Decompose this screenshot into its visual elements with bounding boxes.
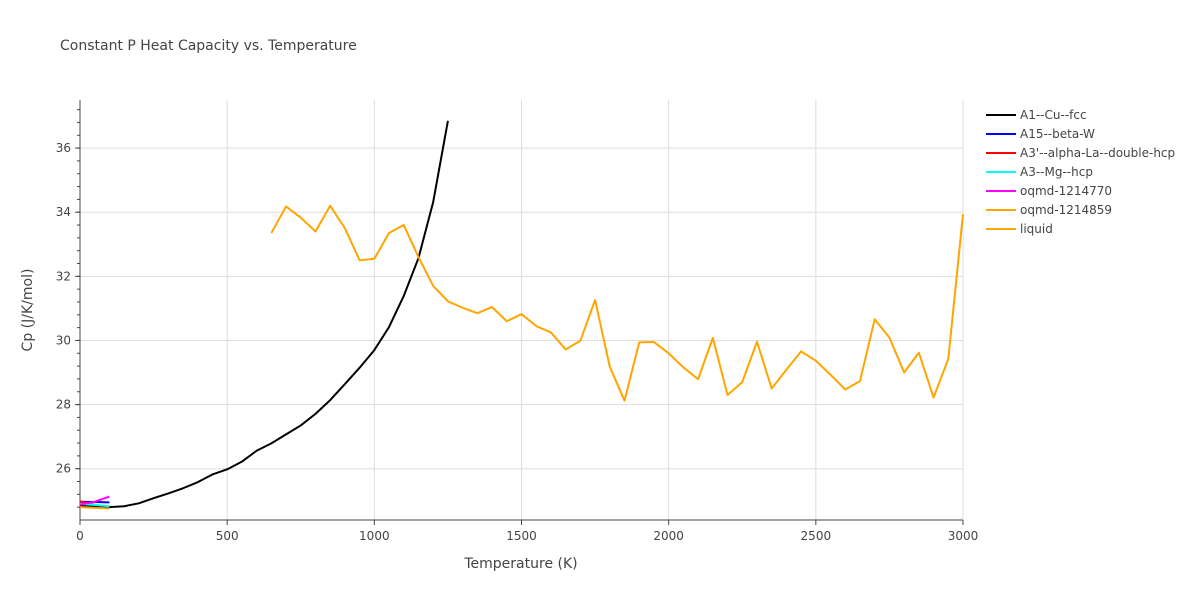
- x-tick-label: 1500: [506, 529, 537, 543]
- y-tick-label: 30: [56, 333, 71, 347]
- x-tick-label: 500: [216, 529, 239, 543]
- legend-label: A1--Cu--fcc: [1020, 108, 1087, 122]
- x-tick-label: 2000: [653, 529, 684, 543]
- y-tick-label: 32: [56, 269, 71, 283]
- legend-item[interactable]: oqmd-1214770: [986, 184, 1112, 198]
- axis-layer: 0 500 1000 1500 2000 2500 3000 26 28 30 32 34 36: [56, 100, 979, 543]
- legend-label: oqmd-1214770: [1020, 184, 1112, 198]
- x-tick-label: 2500: [801, 529, 832, 543]
- legend-item[interactable]: A3--Mg--hcp: [986, 165, 1093, 179]
- x-axis-title: Temperature (K): [463, 556, 577, 572]
- legend-item[interactable]: A3'--alpha-La--double-hcp: [986, 146, 1175, 160]
- legend-item[interactable]: oqmd-1214859: [986, 203, 1112, 217]
- legend-label: A3'--alpha-La--double-hcp: [1020, 146, 1175, 160]
- series-layer: [79, 120, 964, 510]
- y-tick-label: 28: [56, 398, 71, 412]
- legend-label: A3--Mg--hcp: [1020, 165, 1093, 179]
- series-line-4: [79, 495, 110, 506]
- series-line-6: [270, 204, 964, 402]
- grid-layer: [80, 100, 964, 520]
- x-tick-label: 1000: [359, 529, 390, 543]
- series-line-0: [79, 120, 449, 509]
- y-tick-label: 36: [56, 141, 71, 155]
- legend-item[interactable]: A1--Cu--fcc: [986, 108, 1087, 122]
- legend-item[interactable]: A15--beta-W: [986, 127, 1095, 141]
- legend-item[interactable]: liquid: [986, 222, 1053, 236]
- x-tick-label: 0: [76, 529, 84, 543]
- y-axis-title: Cp (J/K/mol): [20, 269, 36, 352]
- x-tick-label: 3000: [948, 529, 979, 543]
- y-tick-label: 26: [56, 462, 71, 476]
- series-line-5: [79, 506, 110, 510]
- y-tick-label: 34: [56, 205, 71, 219]
- legend-label: liquid: [1020, 222, 1053, 236]
- legend-label: oqmd-1214859: [1020, 203, 1112, 217]
- legend-label: A15--beta-W: [1020, 127, 1095, 141]
- chart-title: Constant P Heat Capacity vs. Temperature: [60, 38, 357, 54]
- legend: A1--Cu--fcc A15--beta-W A3'--alpha-La--dou…: [986, 108, 1175, 236]
